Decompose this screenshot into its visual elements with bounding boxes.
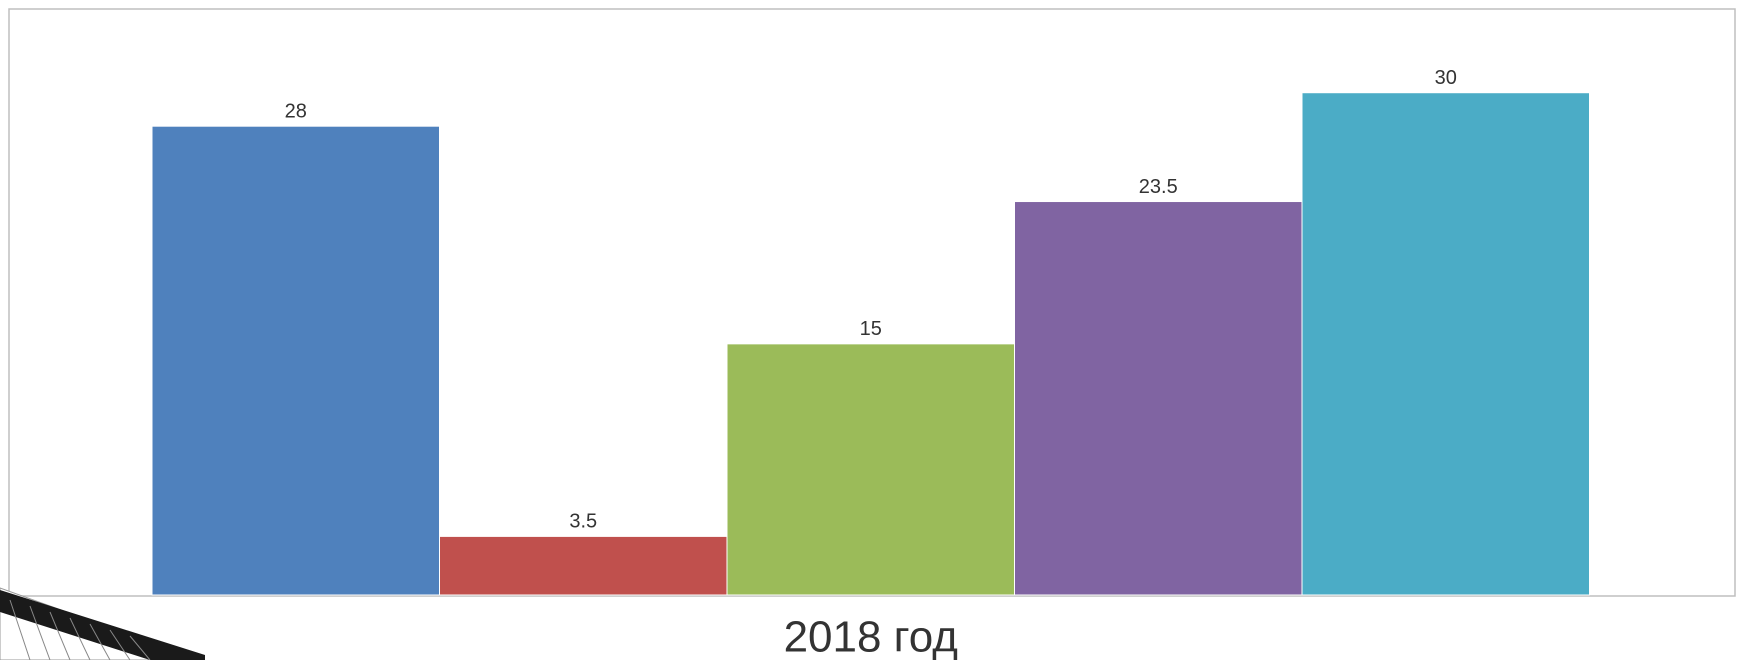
corner-decoration	[0, 587, 205, 660]
data-label: 23.5	[1139, 176, 1178, 198]
data-label: 30	[1435, 67, 1457, 89]
bar	[1014, 201, 1303, 596]
data-label: 3.5	[569, 511, 597, 533]
bar	[726, 343, 1015, 596]
data-label: 28	[285, 100, 307, 122]
data-label: 15	[860, 318, 882, 340]
bar	[1301, 92, 1590, 596]
bar	[151, 125, 440, 596]
bar	[439, 535, 728, 596]
x-tick-label: 2018 год	[784, 613, 958, 660]
